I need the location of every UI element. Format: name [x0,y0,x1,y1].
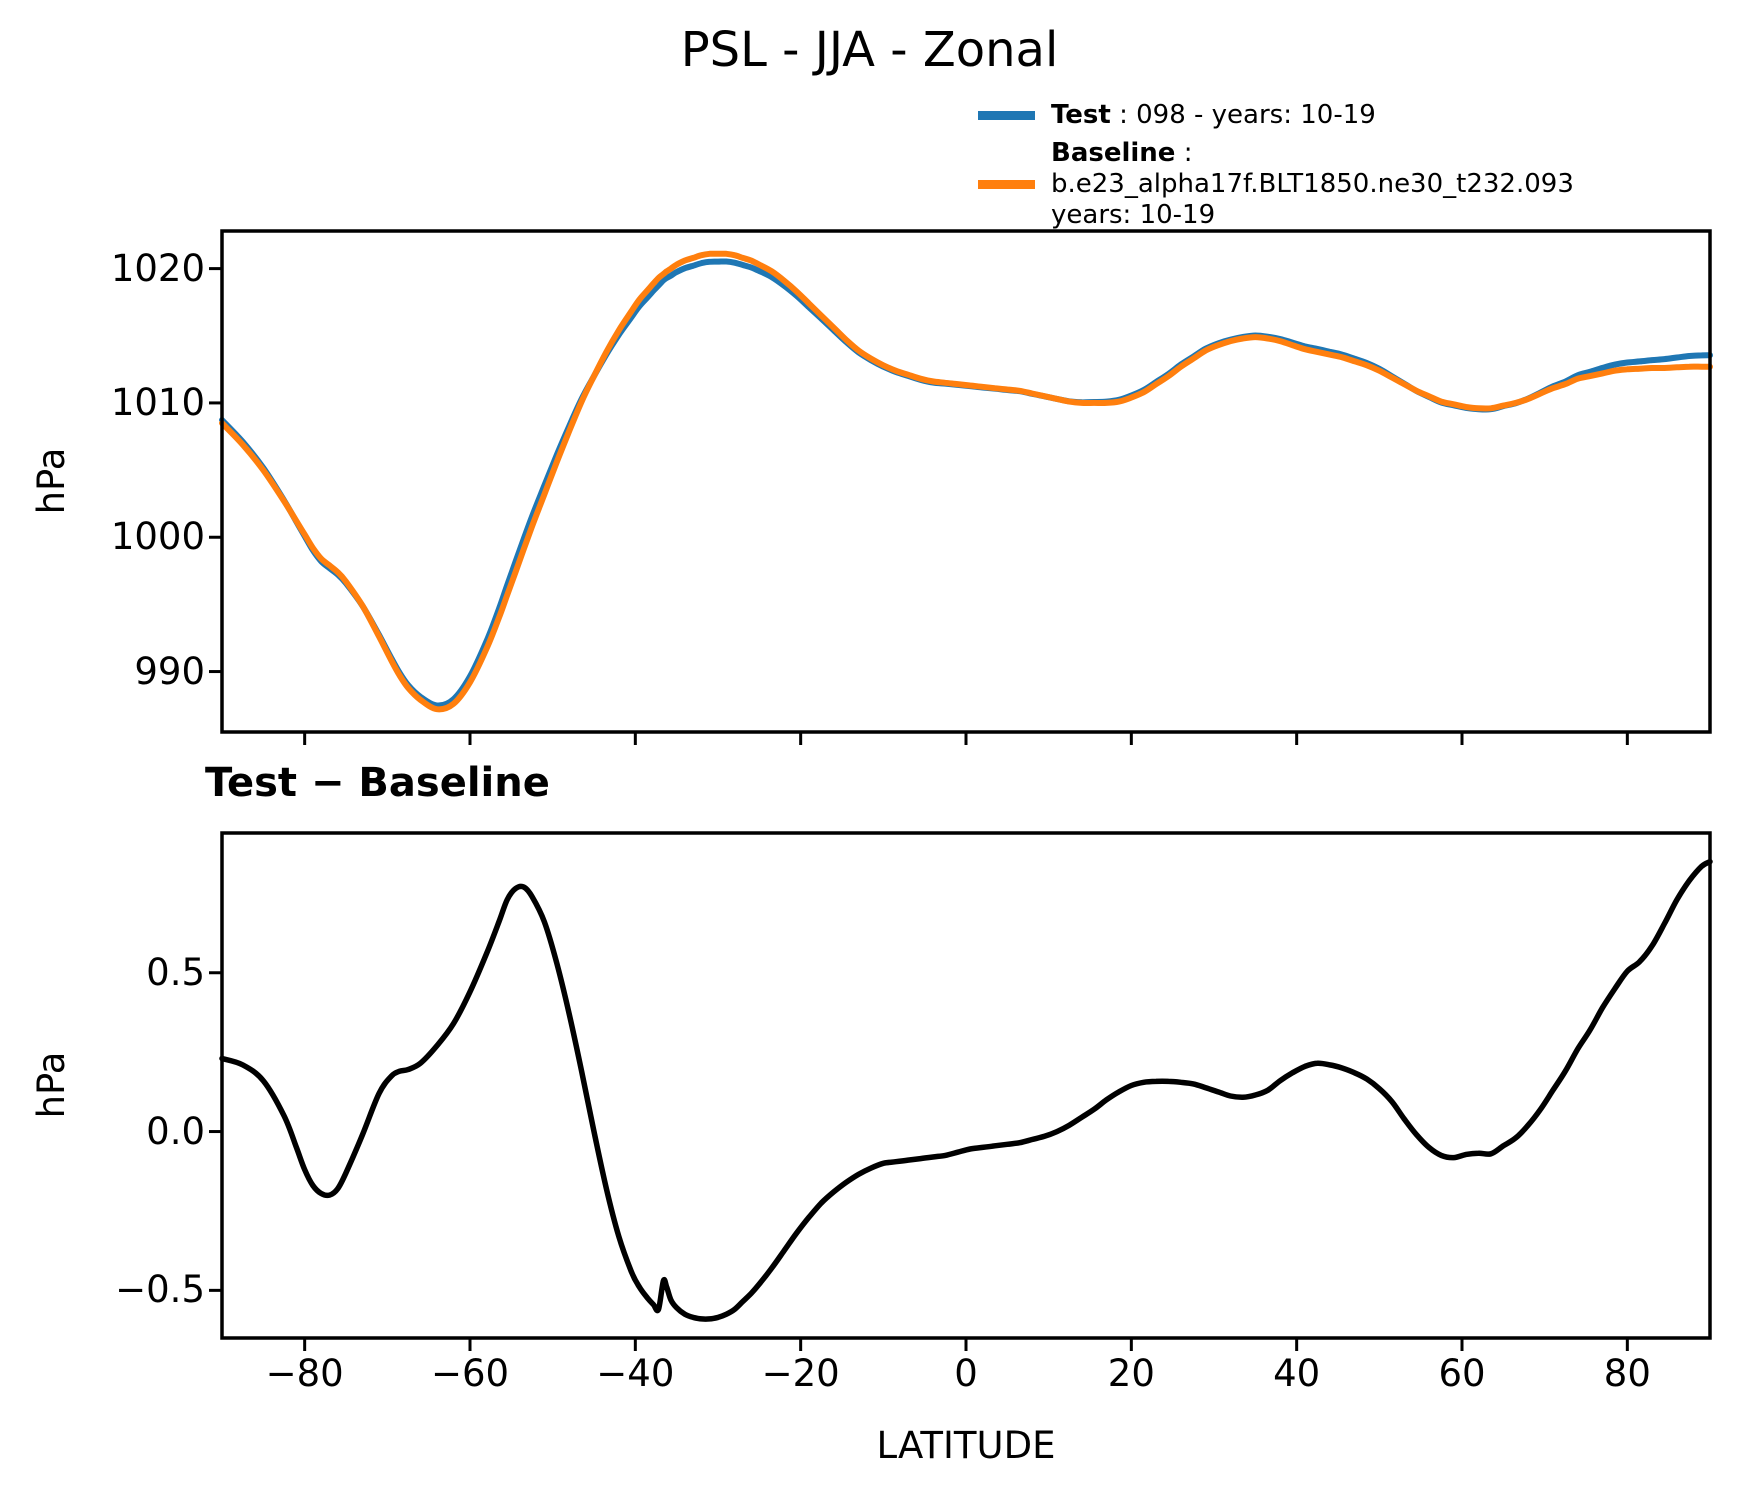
legend-item-test: Test : 098 - years: 10-19 [978,100,1723,131]
x-tick-label: −80 [265,1352,344,1395]
legend-item-baseline: Baseline : b.e23_alpha17f.BLT1850.ne30_t… [978,138,1723,231]
y-tick-label: 1000 [110,515,205,559]
y-tick-label: 1020 [110,246,205,290]
top-panel-y-axis-label: hPa [30,447,73,515]
test-baseline-line [219,858,1713,1322]
y-tick-label: 0.5 [146,950,205,994]
x-tick-label: 60 [1438,1352,1486,1395]
y-tick-label: 1010 [110,380,205,424]
y-tick-label: −0.5 [115,1268,205,1312]
baseline-line-swatch [978,180,1035,189]
legend-item-test-label: Test : 098 - years: 10-19 [1051,100,1376,130]
test-line-swatch [978,111,1035,120]
x-tick-label: 20 [1107,1352,1155,1395]
test-098-years-10-19-line [219,258,1713,709]
x-tick-label: 80 [1603,1352,1651,1395]
x-tick-label: −40 [596,1352,675,1395]
legend-item-baseline-label: Baseline : b.e23_alpha17f.BLT1850.ne30_t… [1051,138,1574,230]
x-tick-label: −20 [761,1352,840,1395]
legend: Test : 098 - years: 10-19 Baseline : b.e… [978,100,1723,238]
x-axis-label: LATITUDE [876,1424,1056,1467]
y-tick-label: 990 [134,649,205,693]
x-tick-label: −60 [430,1352,510,1395]
bottom-panel-y-axis-label: hPa [30,1051,73,1119]
x-tick-label: 40 [1273,1352,1321,1395]
bottom-panel-frame [220,831,1712,1340]
difference-panel-title: Test − Baseline [205,760,550,806]
baseline-b-e23-alpha17f-blt1850-ne30-t232-093-years-10-19-line [219,250,1713,713]
top-panel-frame [220,229,1712,734]
x-tick-label: 0 [954,1352,978,1395]
chart-title: PSL - JJA - Zonal [680,22,1059,78]
y-tick-label: 0.0 [146,1109,205,1153]
